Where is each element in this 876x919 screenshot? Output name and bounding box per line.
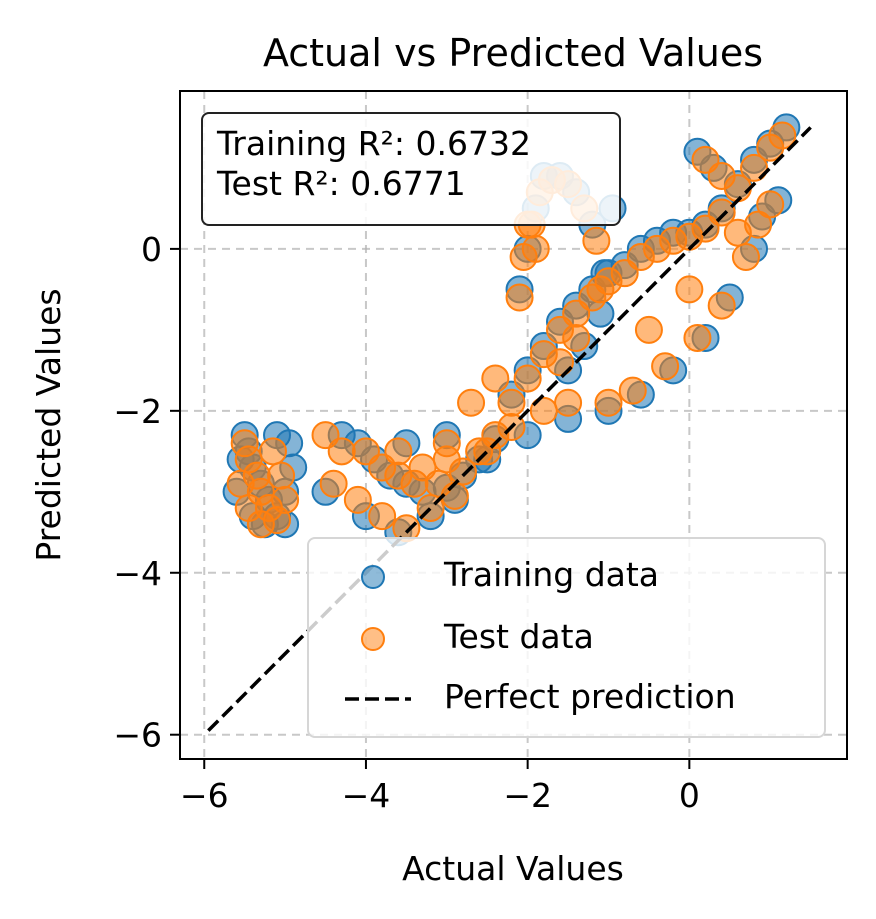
legend-item-test: Test data: [309, 609, 824, 669]
x-tick-label: −6: [180, 776, 229, 815]
chart-title: Actual vs Predicted Values: [263, 31, 763, 75]
y-tick-label: −6: [113, 716, 162, 755]
test-data-point: [594, 388, 623, 417]
test-data-point: [618, 376, 647, 405]
test-data-point: [267, 461, 296, 490]
test-data-point: [562, 323, 591, 352]
legend-item-training: Training data: [309, 547, 824, 607]
test-data-point: [368, 502, 397, 531]
chart-legend: Training data Test data Perfect predicti…: [307, 537, 826, 738]
legend-training-marker: [361, 565, 385, 589]
test-data-point: [740, 153, 769, 182]
x-axis-label: Actual Values: [402, 849, 624, 888]
data-points: [222, 113, 801, 547]
legend-label-training: Training data: [444, 555, 660, 594]
test-data-point: [768, 121, 797, 150]
test-data-point: [675, 275, 704, 304]
legend-test-marker: [361, 627, 385, 651]
test-data-point: [408, 453, 437, 482]
y-tick-label: 0: [141, 230, 162, 269]
test-data-point: [258, 437, 287, 466]
y-axis-ticks: −6 −4 −2 0: [113, 230, 180, 755]
test-data-point: [319, 469, 348, 498]
test-data-point: [545, 348, 574, 377]
test-data-point: [513, 364, 542, 393]
test-data-point: [723, 218, 752, 247]
test-data-point: [481, 364, 510, 393]
x-axis-ticks: −6 −4 −2 0: [180, 759, 700, 815]
test-data-point: [529, 396, 558, 425]
plot-frame: [179, 90, 848, 760]
test-data-point: [586, 275, 615, 304]
test-data-point: [756, 190, 785, 219]
legend-item-perfect: Perfect prediction: [309, 669, 824, 729]
x-tick-label: −4: [342, 776, 391, 815]
test-data-point: [384, 437, 413, 466]
test-data-point: [707, 198, 736, 227]
legend-perfect-line: [343, 697, 411, 701]
test-r2-text: Test R²: 0.6771: [217, 164, 466, 203]
legend-label-perfect: Perfect prediction: [444, 677, 736, 716]
training-r2-text: Training R²: 0.6732: [217, 124, 531, 163]
test-data-point: [440, 481, 469, 510]
test-data-point: [505, 283, 534, 312]
y-tick-label: −4: [113, 554, 162, 593]
test-data-point: [497, 388, 526, 417]
test-data-point: [343, 485, 372, 514]
test-data-point: [521, 234, 550, 263]
test-data-point: [731, 242, 760, 271]
r2-annotation-box: Training R²: 0.6732 Test R²: 0.6771: [201, 112, 621, 226]
test-data-point: [707, 291, 736, 320]
y-axis-label: Predicted Values: [29, 288, 68, 561]
y-tick-label: −2: [113, 392, 162, 431]
test-data-point: [432, 429, 461, 458]
test-data-point: [246, 510, 275, 539]
test-data-point: [582, 226, 611, 255]
test-data-point: [683, 323, 712, 352]
test-data-point: [327, 437, 356, 466]
x-tick-label: −2: [503, 776, 552, 815]
test-data-point: [271, 485, 300, 514]
legend-label-test: Test data: [444, 617, 594, 656]
test-data-point: [634, 315, 663, 344]
test-data-point: [554, 388, 583, 417]
x-tick-label: 0: [679, 776, 700, 815]
test-data-point: [457, 388, 486, 417]
test-data-point: [226, 469, 255, 498]
test-data-point: [651, 352, 680, 381]
test-data-point: [707, 162, 736, 191]
